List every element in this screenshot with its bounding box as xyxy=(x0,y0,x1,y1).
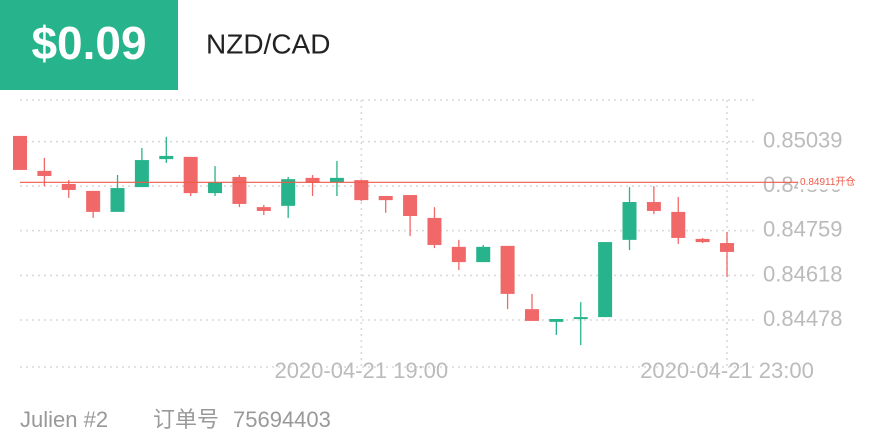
candle-body xyxy=(720,243,735,252)
candle-body xyxy=(256,207,271,211)
profit: $0.09 xyxy=(31,17,146,69)
candle-body xyxy=(13,135,27,170)
candle-body xyxy=(305,177,320,183)
x-tick-label: 2020-04-21 19:00 xyxy=(274,358,448,383)
order-number: 75694403 xyxy=(233,407,331,432)
profit-badge xyxy=(0,0,178,90)
order-label: 订单号 xyxy=(153,407,219,432)
x-tick-label: 2020-04-21 23:00 xyxy=(640,358,814,383)
candle-body xyxy=(232,176,247,204)
chart: 0.850390.848990.847590.846180.844782020-… xyxy=(13,99,860,383)
candle-body xyxy=(598,242,613,318)
y-tick-label: 0.84478 xyxy=(763,306,843,331)
open-label: 0.84911开仓 xyxy=(800,175,855,188)
y-tick-label: 0.84759 xyxy=(763,216,843,241)
candle-body xyxy=(159,155,174,160)
candle-body xyxy=(354,180,369,201)
candle-body xyxy=(549,319,564,322)
y-tick-label: 0.85039 xyxy=(763,127,843,152)
candle-body xyxy=(110,188,125,212)
candle-body xyxy=(281,179,296,206)
candle-body xyxy=(37,170,52,176)
candle-body xyxy=(695,238,710,243)
candle-body xyxy=(451,246,466,263)
candle-body xyxy=(378,195,393,201)
candle-body xyxy=(671,211,686,238)
candle-body xyxy=(329,177,344,183)
account: Julien #2 xyxy=(20,407,108,432)
candle-body xyxy=(524,309,539,321)
candle-body xyxy=(622,202,637,240)
candle-body xyxy=(61,183,76,190)
open-label-bg xyxy=(798,175,860,190)
symbol: NZD/CAD xyxy=(206,28,330,59)
candle-body xyxy=(208,182,223,194)
candle-body xyxy=(183,156,198,194)
candle-body xyxy=(403,195,418,217)
candle-body xyxy=(476,246,491,263)
candle-body xyxy=(86,190,101,212)
candle-body xyxy=(573,317,588,320)
candle-body xyxy=(646,202,661,211)
y-tick-label: 0.84618 xyxy=(763,261,843,286)
candle-body xyxy=(427,217,442,245)
candle-body xyxy=(134,160,149,188)
candle-body xyxy=(500,245,515,294)
